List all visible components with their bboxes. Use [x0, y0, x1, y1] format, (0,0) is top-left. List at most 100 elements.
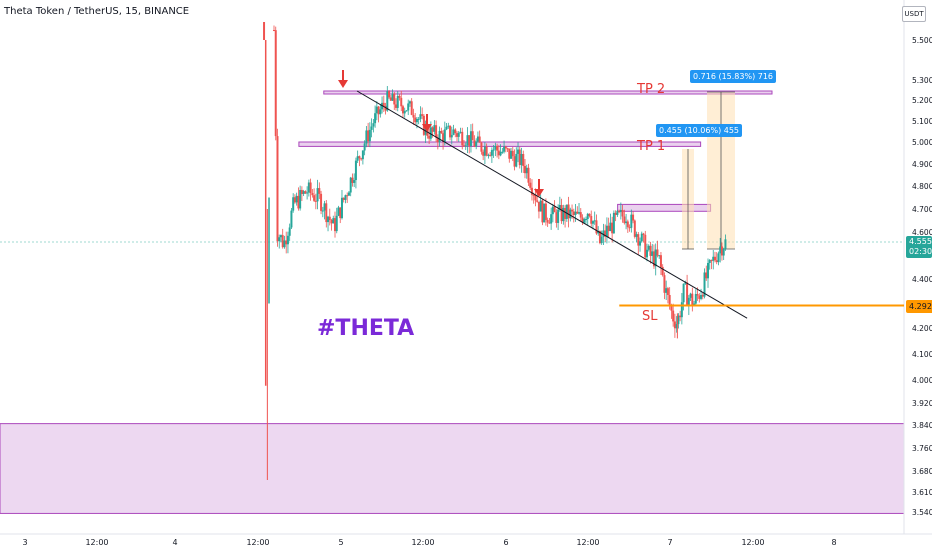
candle: [468, 135, 471, 146]
candle: [354, 160, 357, 181]
candle: [680, 302, 683, 318]
y-tick-label: 3.840: [912, 421, 932, 430]
candle: [665, 288, 668, 293]
candle: [578, 212, 581, 214]
candle: [304, 191, 307, 194]
candle: [401, 106, 404, 114]
candle: [361, 150, 364, 160]
candle: [586, 213, 589, 220]
currency-toggle[interactable]: USDT: [902, 6, 926, 22]
price-zone-tp1[interactable]: [298, 141, 702, 147]
x-tick-label: 12:00: [85, 538, 108, 547]
candle: [456, 133, 459, 137]
candle: [637, 234, 640, 246]
candle: [368, 129, 371, 142]
candle: [607, 225, 610, 232]
candle: [715, 260, 718, 263]
candle: [316, 188, 319, 202]
candle: [503, 146, 506, 152]
candle: [335, 215, 338, 232]
candle: [679, 315, 682, 318]
candles[interactable]: [263, 22, 727, 480]
price-zone-tp2[interactable]: [323, 90, 773, 95]
candle: [605, 225, 608, 237]
candle: [619, 209, 622, 213]
candle: [499, 151, 502, 156]
candle: [278, 237, 281, 242]
candle: [391, 93, 394, 101]
candle: [663, 275, 666, 293]
candle: [623, 216, 626, 224]
candle: [537, 201, 540, 212]
candle: [539, 200, 542, 212]
y-tick-label: 5.200: [912, 96, 932, 105]
candle: [311, 193, 314, 196]
chart-title: Theta Token / TetherUS, 15, BINANCE: [4, 6, 190, 17]
candle: [419, 114, 422, 119]
candle: [367, 130, 370, 142]
candle: [382, 102, 385, 106]
arrow-down-icon: [422, 114, 432, 132]
price-zone-bottom[interactable]: [0, 423, 905, 514]
last-price-value: 4.555: [909, 237, 932, 246]
candle: [377, 106, 380, 115]
candle: [658, 255, 661, 257]
candle: [673, 321, 676, 329]
candle: [536, 200, 539, 202]
candle: [595, 220, 598, 234]
candle: [656, 249, 659, 256]
candle: [602, 230, 605, 237]
arrow-down-icon: [534, 179, 544, 197]
candle: [710, 260, 713, 262]
y-tick-label: 5.500: [912, 36, 932, 45]
candle: [442, 133, 445, 142]
candle: [522, 153, 525, 167]
candle: [518, 149, 521, 166]
candle: [532, 194, 535, 196]
y-tick-label: 3.760: [912, 444, 932, 453]
candle: [686, 282, 689, 306]
candle: [574, 211, 577, 215]
candle: [713, 256, 716, 261]
candle: [511, 150, 514, 157]
candle: [649, 245, 652, 256]
candle: [640, 233, 643, 242]
trendline[interactable]: [356, 90, 748, 319]
candle: [520, 153, 523, 166]
candle: [571, 209, 574, 212]
candle: [410, 101, 413, 115]
y-tick-label: 4.200: [912, 324, 932, 333]
candle: [325, 203, 328, 223]
candle: [435, 125, 438, 138]
candle: [632, 214, 635, 221]
candle: [546, 219, 549, 223]
candle: [597, 230, 600, 234]
y-tick-label: 5.100: [912, 117, 932, 126]
candle: [384, 105, 387, 111]
candle: [431, 127, 434, 132]
candle: [562, 207, 565, 222]
candle: [496, 145, 499, 151]
candle: [447, 125, 450, 127]
candle: [630, 214, 633, 228]
candle: [701, 294, 704, 297]
candle: [612, 212, 615, 234]
candle: [433, 125, 436, 132]
candle: [471, 131, 474, 141]
candle: [551, 206, 554, 215]
candle: [616, 210, 619, 215]
candle: [332, 218, 335, 224]
candle: [555, 212, 558, 223]
candle: [417, 118, 420, 120]
y-tick-label: 4.600: [912, 228, 932, 237]
candle: [360, 158, 363, 160]
y-tick-label: 5.000: [912, 138, 932, 147]
candle: [309, 182, 312, 194]
candle: [436, 137, 439, 143]
candle: [300, 189, 303, 194]
candle: [609, 222, 612, 232]
x-tick-label: 8: [831, 538, 836, 547]
candle: [400, 97, 403, 107]
candle: [705, 272, 708, 279]
